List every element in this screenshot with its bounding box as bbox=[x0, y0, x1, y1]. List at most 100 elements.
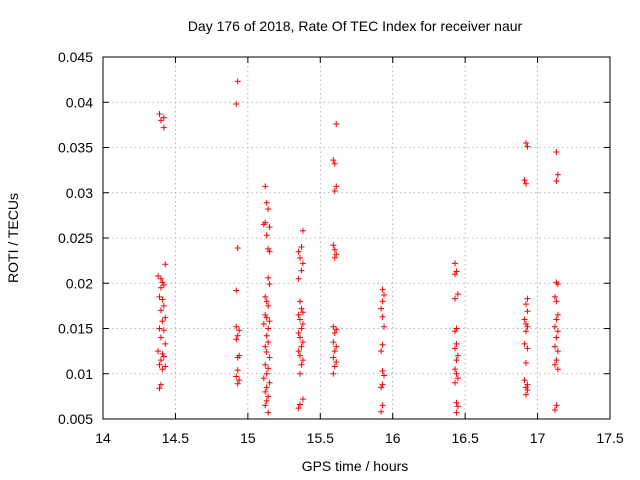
data-point bbox=[299, 396, 306, 403]
data-point bbox=[265, 393, 272, 400]
data-point bbox=[263, 349, 270, 356]
data-point bbox=[554, 328, 561, 335]
data-point bbox=[553, 177, 560, 184]
data-point bbox=[381, 292, 388, 299]
data-point bbox=[381, 323, 388, 330]
data-point bbox=[330, 323, 337, 330]
data-point bbox=[262, 388, 269, 395]
data-point bbox=[521, 177, 528, 184]
data-point bbox=[298, 244, 305, 251]
x-axis-label: GPS time / hours bbox=[302, 458, 409, 474]
data-point bbox=[522, 139, 529, 146]
data-point bbox=[331, 348, 338, 355]
data-point bbox=[160, 353, 167, 360]
data-point bbox=[298, 305, 305, 312]
data-point bbox=[524, 308, 531, 315]
data-point bbox=[265, 245, 272, 252]
data-point bbox=[298, 325, 305, 332]
data-point bbox=[236, 377, 243, 384]
data-point bbox=[454, 291, 461, 298]
data-point bbox=[452, 379, 459, 386]
data-point bbox=[554, 281, 561, 288]
data-point bbox=[379, 298, 386, 305]
data-point bbox=[233, 101, 240, 108]
data-point bbox=[379, 341, 386, 348]
data-points bbox=[155, 78, 561, 416]
data-point bbox=[263, 314, 270, 321]
data-point bbox=[521, 316, 528, 323]
data-point bbox=[160, 327, 167, 334]
data-point bbox=[330, 370, 337, 377]
data-point bbox=[233, 287, 240, 294]
x-tick-label: 17.5 bbox=[596, 430, 623, 446]
data-point bbox=[551, 406, 558, 413]
data-point bbox=[263, 232, 270, 239]
data-point bbox=[331, 160, 338, 167]
x-tick-label: 16 bbox=[385, 430, 401, 446]
data-point bbox=[554, 366, 561, 373]
data-point bbox=[381, 372, 388, 379]
data-point bbox=[454, 403, 461, 410]
y-tick-label: 0.025 bbox=[58, 230, 93, 246]
data-point bbox=[522, 320, 529, 327]
data-point bbox=[265, 274, 272, 281]
data-point bbox=[162, 314, 169, 321]
data-point bbox=[263, 397, 270, 404]
data-point bbox=[297, 401, 304, 408]
data-point bbox=[452, 271, 459, 278]
data-point bbox=[234, 332, 241, 339]
data-point bbox=[160, 302, 167, 309]
y-tick-label: 0.04 bbox=[66, 94, 93, 110]
x-tick-labels: 14 14.5 15 15.5 16 16.5 17 17.5 bbox=[95, 430, 624, 446]
data-point bbox=[265, 302, 272, 309]
data-point bbox=[551, 343, 558, 350]
data-point bbox=[454, 375, 461, 382]
data-point bbox=[233, 336, 240, 343]
data-point bbox=[233, 373, 240, 380]
data-point bbox=[299, 357, 306, 364]
data-point bbox=[262, 183, 269, 190]
data-point bbox=[156, 361, 163, 368]
data-point bbox=[159, 296, 166, 303]
y-tick-label: 0.03 bbox=[66, 185, 93, 201]
x-tick-label: 15 bbox=[240, 430, 256, 446]
data-point bbox=[297, 334, 304, 341]
data-point bbox=[266, 281, 273, 288]
data-point bbox=[155, 273, 162, 280]
data-point bbox=[522, 359, 529, 366]
data-point bbox=[453, 325, 460, 332]
data-point bbox=[524, 143, 531, 150]
data-point bbox=[378, 408, 385, 415]
data-point bbox=[265, 325, 272, 332]
data-point bbox=[553, 334, 560, 341]
data-point bbox=[236, 327, 243, 334]
y-tick-label: 0.015 bbox=[58, 321, 93, 337]
data-point bbox=[295, 348, 302, 355]
chart-title: Day 176 of 2018, Rate Of TEC Index for r… bbox=[188, 18, 523, 34]
data-point bbox=[295, 248, 302, 255]
data-point bbox=[453, 340, 460, 347]
data-point bbox=[554, 171, 561, 178]
data-point bbox=[551, 323, 558, 330]
data-point bbox=[159, 366, 166, 373]
data-point bbox=[553, 357, 560, 364]
data-point bbox=[157, 284, 164, 291]
data-point bbox=[162, 363, 169, 370]
data-point bbox=[331, 254, 338, 261]
data-point bbox=[265, 409, 272, 416]
data-point bbox=[156, 111, 163, 118]
data-point bbox=[379, 368, 386, 375]
data-point bbox=[160, 124, 167, 131]
data-point bbox=[453, 370, 460, 377]
data-point bbox=[159, 318, 166, 325]
data-point bbox=[155, 348, 162, 355]
data-point bbox=[263, 298, 270, 305]
data-point bbox=[522, 384, 529, 391]
data-point bbox=[234, 380, 241, 387]
data-point bbox=[452, 260, 459, 267]
data-point bbox=[521, 340, 528, 347]
data-point bbox=[263, 370, 270, 377]
data-point bbox=[524, 345, 531, 352]
data-point bbox=[234, 354, 241, 361]
